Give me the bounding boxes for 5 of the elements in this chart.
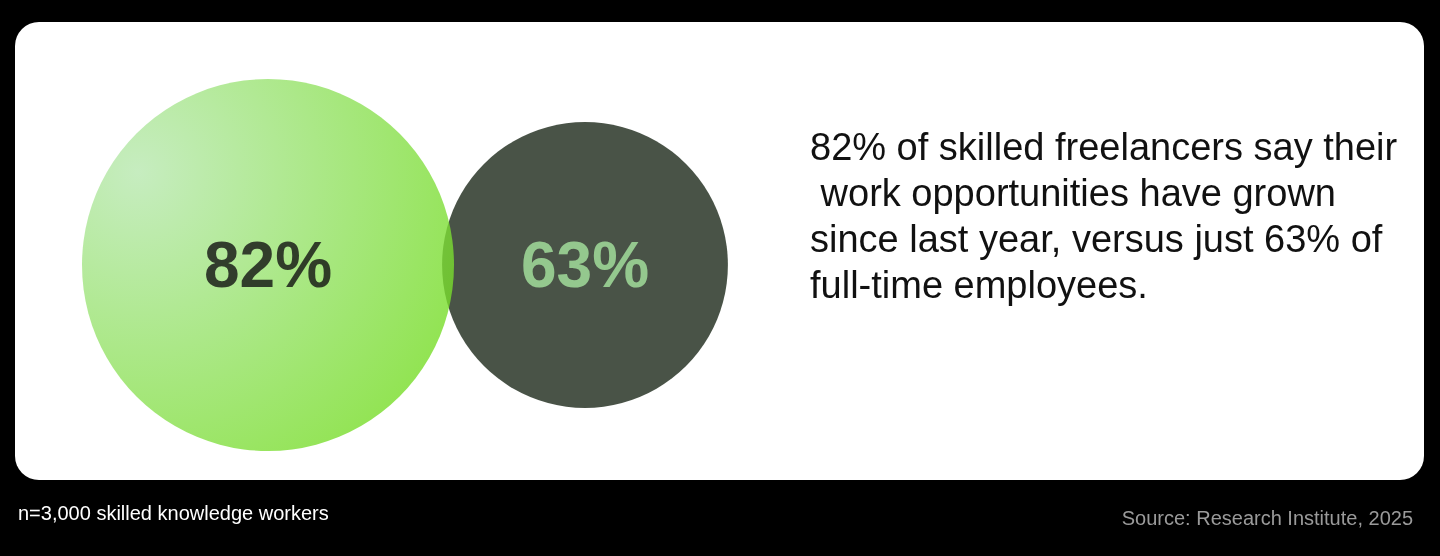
data-label: 82% [203,229,333,301]
source-note: Source: Research Institute, 2025 [1121,507,1413,529]
text: n=3,000 skilled knowledge workers [18,502,329,524]
text: 82% of skilled freelancers say their work opportunities have grown since last year, versus just 63% of full-time employees. [810,126,1398,306]
data-label: 63% [520,229,650,301]
